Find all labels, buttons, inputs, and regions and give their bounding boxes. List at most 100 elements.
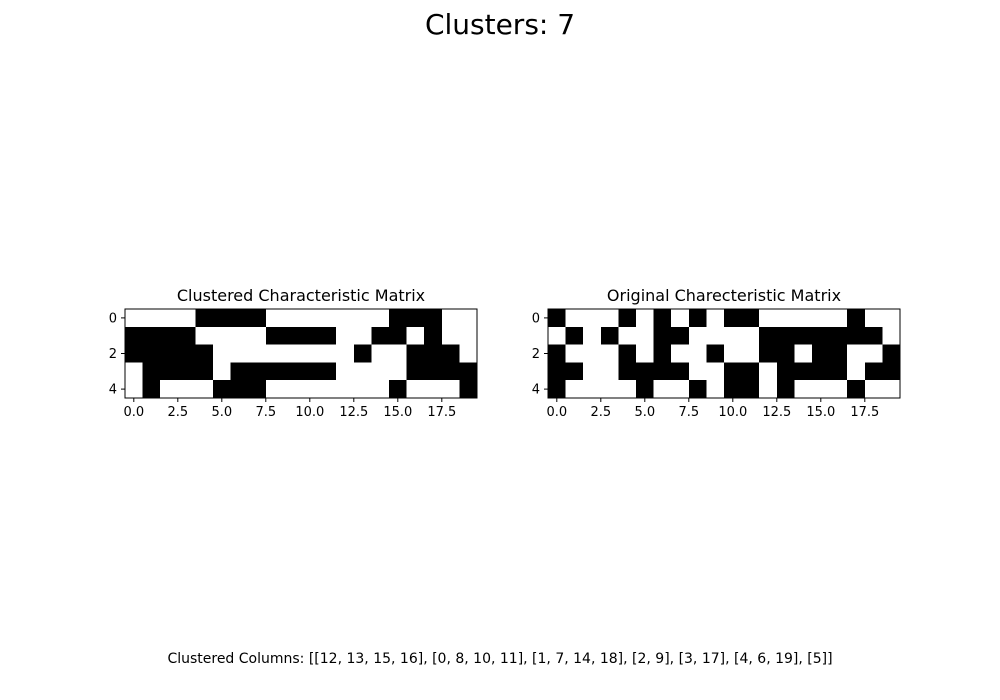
panel-1-title: Clustered Characteristic Matrix: [177, 286, 425, 305]
panel-1-cell: [177, 380, 196, 399]
panel-2-cell: [583, 380, 602, 399]
panel-2-cell: [794, 326, 813, 345]
panel-1-cell: [265, 362, 284, 381]
panel-2-cell: [600, 344, 619, 363]
panel-1-cell: [371, 309, 390, 328]
panel-2-cell: [776, 309, 795, 328]
panel-2-cell: [706, 309, 725, 328]
panel-1-cell: [353, 380, 372, 399]
panel-1-cell: [283, 326, 302, 345]
panel-1-cell: [371, 344, 390, 363]
panel-2-cell: [847, 344, 866, 363]
panel-1-cell: [248, 344, 267, 363]
panel-1-cell: [389, 326, 407, 345]
panel-2-x-tick-label: 5.0: [634, 405, 655, 420]
panel-1-y-tick-label: 0: [109, 311, 117, 326]
panel-2-cell: [864, 362, 883, 381]
panel-1-cell: [318, 309, 337, 328]
panel-1-cell: [195, 309, 214, 328]
panel-2-cell: [882, 326, 901, 345]
panel-2-cell: [776, 362, 795, 381]
panel-1-cell: [406, 326, 425, 345]
panel-2-cell: [706, 326, 725, 345]
panel-1-cell: [142, 380, 161, 399]
panel-2-cell: [653, 344, 672, 363]
panel-2-cell: [847, 326, 866, 345]
panel-2-cell: [812, 344, 830, 363]
panel-2-x-tick-label: 2.5: [590, 405, 611, 420]
panel-1-cell: [230, 380, 249, 399]
panel-1-cell: [142, 344, 161, 363]
panel-2-cell: [583, 326, 602, 345]
panel-1-cell: [283, 362, 302, 381]
panel-2-cell: [636, 362, 654, 381]
panel-2-cell: [565, 380, 584, 399]
panel-2-cell: [864, 344, 883, 363]
panel-2-cell: [829, 309, 848, 328]
panel-1-cell: [459, 309, 478, 328]
panel-1-cell: [265, 344, 284, 363]
panel-2-cell: [600, 309, 619, 328]
panel-1-cell: [406, 362, 425, 381]
panel-1-cell: [177, 344, 196, 363]
panel-2-cell: [618, 309, 637, 328]
panel-1-cell: [248, 326, 267, 345]
panel-1-cell: [389, 362, 407, 381]
panel-2-cell: [882, 344, 901, 363]
panel-1-cell: [177, 362, 196, 381]
panel-1-cell: [301, 326, 319, 345]
panel-2-cell: [882, 309, 901, 328]
panel-2-y-tick-label: 0: [532, 311, 540, 326]
panel-2-cell: [653, 380, 672, 399]
panel-2-cell: [706, 362, 725, 381]
panel-1-cell: [248, 309, 267, 328]
panel-1-y-tick-label: 4: [109, 383, 117, 398]
panel-2-cell: [724, 309, 742, 328]
panel-1-cell: [301, 380, 319, 399]
panel-1-cell: [213, 309, 231, 328]
panel-2-cell: [794, 362, 813, 381]
panel-2-cell: [548, 344, 566, 363]
panel-1-cell: [142, 309, 161, 328]
panel-2-cell: [829, 326, 848, 345]
panel-1-cell: [459, 380, 478, 399]
panel-1-cell: [424, 309, 443, 328]
panel-2-cell: [548, 326, 566, 345]
panel-2-cell: [688, 362, 707, 381]
panel-1-cell: [336, 326, 355, 345]
panel-1-cell: [177, 326, 196, 345]
panel-1-cell: [424, 362, 443, 381]
panel-2-cell: [583, 362, 602, 381]
figure-title: Clusters: 7: [424, 8, 576, 41]
panel-2-cell: [636, 344, 654, 363]
panel-1-x-tick-label: 17.5: [427, 405, 456, 420]
panel-2-cell: [776, 326, 795, 345]
panel-1-cell: [301, 344, 319, 363]
panel-1-cell: [441, 344, 460, 363]
panel-1-cell: [441, 309, 460, 328]
panel-2-x-tick-label: 7.5: [678, 405, 699, 420]
panel-2-cell: [618, 362, 637, 381]
panel-2-cell: [583, 309, 602, 328]
panel-1-cell: [318, 362, 337, 381]
panel-2-title: Original Charecteristic Matrix: [607, 286, 841, 305]
panel-2-cell: [565, 362, 584, 381]
panel-1-cell: [371, 326, 390, 345]
panel-2-cell: [741, 309, 760, 328]
panel-2-cell: [618, 344, 637, 363]
panel-1-cell: [424, 344, 443, 363]
panel-1-x-tick-label: 5.0: [211, 405, 232, 420]
panel-2-cell: [864, 326, 883, 345]
panel-2-cell: [741, 326, 760, 345]
panel-2-cell: [882, 362, 901, 381]
panel-2-cell: [618, 380, 637, 399]
panel-1-x-tick-label: 15.0: [383, 405, 412, 420]
panel-2-x-tick-label: 17.5: [850, 405, 879, 420]
panel-1-cell: [177, 309, 196, 328]
panel-1-cell: [265, 326, 284, 345]
panel-1-cell: [160, 380, 179, 399]
panel-1-cell: [389, 380, 407, 399]
panel-2-x-tick-label: 0.0: [546, 405, 567, 420]
panel-1-cell: [230, 309, 249, 328]
panel-2-cell: [724, 326, 742, 345]
